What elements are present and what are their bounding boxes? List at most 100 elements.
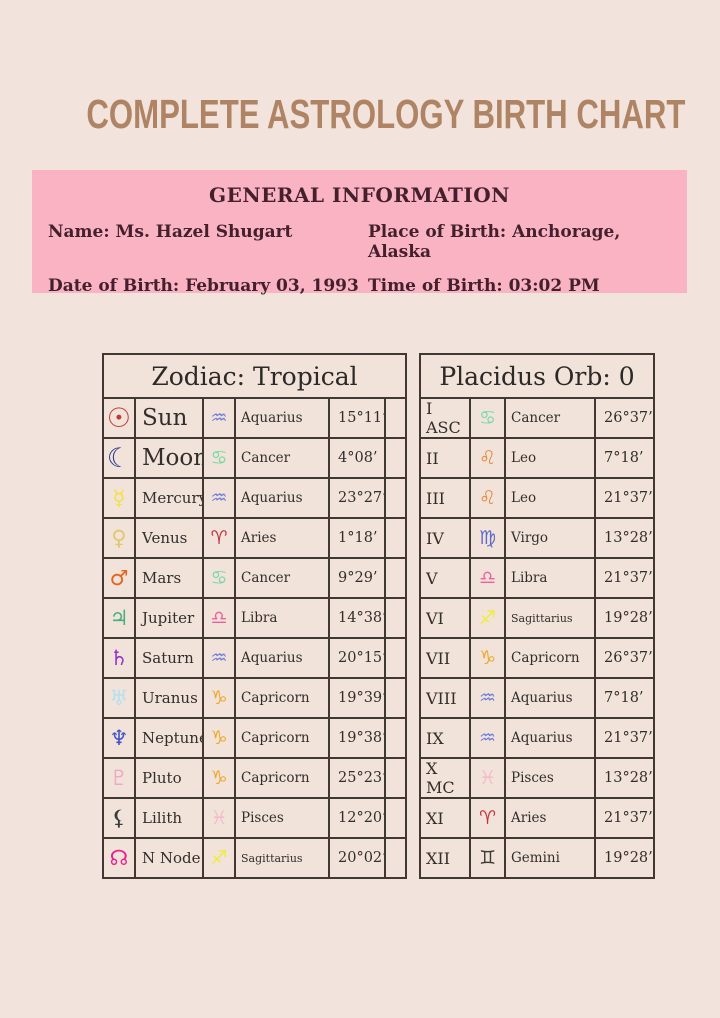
house-label: VII (421, 639, 469, 677)
zodiac-sign-name: Sagittarius (236, 839, 328, 877)
degrees-value: 20°15’ (330, 639, 384, 677)
degrees-value: 9°29’ (330, 559, 384, 597)
zodiac-sign-name: Pisces (506, 759, 594, 797)
spacer-cell (386, 759, 405, 797)
degrees-value: 20°02’ (330, 839, 384, 877)
spacer-cell (386, 599, 405, 637)
degrees-value: 15°11’ (330, 399, 384, 437)
degrees-value: 23°27’ (330, 479, 384, 517)
spacer-cell (386, 439, 405, 477)
zodiac-sign-name: Pisces (236, 799, 328, 837)
houses-table-header: Placidus Orb: 0 (421, 355, 653, 397)
degrees-value: 19°28’ (596, 839, 653, 877)
planet-icon: ♀ (104, 519, 134, 557)
planet-name: Pluto (136, 759, 202, 797)
degrees-value: 21°37’ (596, 719, 653, 757)
zodiac-sign-icon: ♐ (471, 599, 504, 637)
planet-icon: ♅ (104, 679, 134, 717)
info-name: Name: Ms. Hazel Shugart (48, 222, 293, 242)
zodiac-sign-icon: ♌ (471, 439, 504, 477)
degrees-value: 19°38’ (330, 719, 384, 757)
zodiac-sign-icon: ♑ (204, 719, 234, 757)
degrees-value: 21°37’ (596, 799, 653, 837)
zodiac-sign-name: Aquarius (506, 679, 594, 717)
spacer-cell (386, 479, 405, 517)
zodiac-sign-icon: ♒ (471, 679, 504, 717)
zodiac-sign-icon: ♓ (471, 759, 504, 797)
zodiac-sign-name: Cancer (236, 559, 328, 597)
zodiac-sign-name: Cancer (506, 399, 594, 437)
zodiac-sign-icon: ♊ (471, 839, 504, 877)
house-label: X MC (421, 759, 469, 797)
zodiac-sign-name: Aquarius (236, 479, 328, 517)
zodiac-sign-name: Libra (506, 559, 594, 597)
zodiac-sign-icon: ♈ (471, 799, 504, 837)
zodiac-sign-name: Aries (506, 799, 594, 837)
zodiac-sign-icon: ♋ (471, 399, 504, 437)
planet-icon: ♂ (104, 559, 134, 597)
degrees-value: 19°39’ (330, 679, 384, 717)
degrees-value: 21°37’ (596, 479, 653, 517)
degrees-value: 7°18’ (596, 439, 653, 477)
house-label: V (421, 559, 469, 597)
zodiac-sign-name: Sagittarius (506, 599, 594, 637)
info-date-of-birth: Date of Birth: February 03, 1993 (48, 276, 359, 296)
zodiac-table-header: Zodiac: Tropical (104, 355, 405, 397)
house-label: IX (421, 719, 469, 757)
spacer-cell (386, 799, 405, 837)
planet-name: Uranus (136, 679, 202, 717)
planet-name: Jupiter (136, 599, 202, 637)
house-label: XI (421, 799, 469, 837)
degrees-value: 1°18’ (330, 519, 384, 557)
zodiac-sign-icon: ♐ (204, 839, 234, 877)
planet-icon: ☊ (104, 839, 134, 877)
zodiac-sign-name: Capricorn (236, 759, 328, 797)
degrees-value: 21°37’ (596, 559, 653, 597)
planet-icon: ☉ (104, 399, 134, 437)
zodiac-sign-name: Leo (506, 479, 594, 517)
general-info-heading: GENERAL INFORMATION (209, 183, 510, 207)
spacer-cell (386, 719, 405, 757)
spacer-cell (386, 519, 405, 557)
planet-icon: ♇ (104, 759, 134, 797)
zodiac-sign-name: Gemini (506, 839, 594, 877)
zodiac-sign-icon: ♒ (471, 719, 504, 757)
zodiac-sign-name: Capricorn (506, 639, 594, 677)
degrees-value: 26°37’ (596, 639, 653, 677)
zodiac-sign-icon: ♋ (204, 559, 234, 597)
zodiac-sign-name: Aquarius (236, 399, 328, 437)
degrees-value: 13°28’ (596, 519, 653, 557)
spacer-cell (386, 559, 405, 597)
zodiac-sign-icon: ♎ (204, 599, 234, 637)
zodiac-sign-icon: ♎ (471, 559, 504, 597)
planet-name: Mercury (136, 479, 202, 517)
zodiac-sign-icon: ♒ (204, 399, 234, 437)
degrees-value: 12°20’ (330, 799, 384, 837)
zodiac-table: Zodiac: Tropical ☉ Sun ♒ Aquarius 15°11’… (102, 353, 407, 879)
zodiac-sign-name: Leo (506, 439, 594, 477)
zodiac-sign-icon: ♑ (471, 639, 504, 677)
zodiac-sign-icon: ♍ (471, 519, 504, 557)
degrees-value: 14°38’ (330, 599, 384, 637)
planet-name: Moon (136, 439, 202, 477)
zodiac-sign-name: Capricorn (236, 719, 328, 757)
planet-name: Neptune (136, 719, 202, 757)
planet-icon: ⚸ (104, 799, 134, 837)
planet-name: Lilith (136, 799, 202, 837)
general-info-box: GENERAL INFORMATION Name: Ms. Hazel Shug… (32, 170, 687, 296)
page-title: COMPLETE ASTROLOGY BIRTH CHART (86, 91, 686, 137)
planet-name: Mars (136, 559, 202, 597)
planet-icon: ☿ (104, 479, 134, 517)
spacer-cell (386, 679, 405, 717)
house-label: IV (421, 519, 469, 557)
planet-name: Venus (136, 519, 202, 557)
zodiac-sign-name: Aries (236, 519, 328, 557)
planet-icon: ♃ (104, 599, 134, 637)
house-label: II (421, 439, 469, 477)
house-label: XII (421, 839, 469, 877)
zodiac-sign-name: Libra (236, 599, 328, 637)
general-info-fields: Name: Ms. Hazel Shugart Place of Birth: … (32, 207, 687, 296)
planet-name: Saturn (136, 639, 202, 677)
zodiac-sign-name: Capricorn (236, 679, 328, 717)
spacer-cell (386, 839, 405, 877)
